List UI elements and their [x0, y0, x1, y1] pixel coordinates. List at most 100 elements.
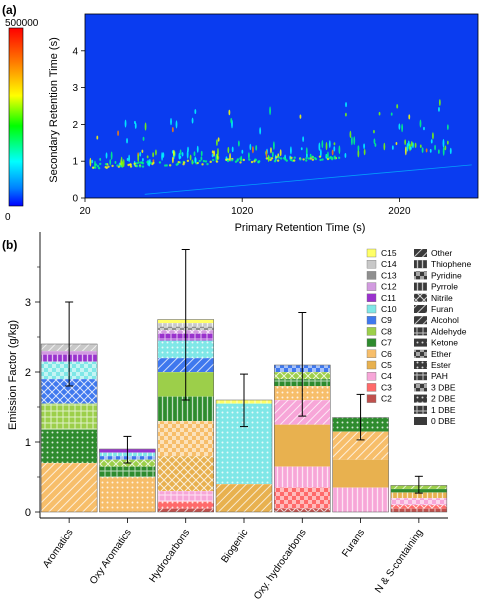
heatmap-peak	[408, 114, 411, 120]
heatmap-peak	[410, 141, 413, 147]
legend-group-swatch	[414, 417, 427, 425]
bar-ylabel: Emission Factor (g/kg)	[7, 320, 19, 430]
heatmap-peak	[168, 164, 172, 167]
legend-carbon-label: C10	[381, 304, 397, 314]
heatmap-peak	[126, 157, 129, 162]
bar-segment-pattern	[274, 508, 331, 512]
legend-carbon-swatch	[366, 394, 377, 403]
heatmap-peak	[419, 119, 422, 128]
heatmap-peak	[133, 162, 136, 165]
heatmap-peak	[407, 140, 410, 147]
heatmap-x-axis: 20 1020 2020	[79, 198, 411, 217]
heatmap-xtick-label: 20	[79, 206, 91, 217]
heatmap-peak	[129, 165, 133, 168]
heatmap-peak	[194, 109, 197, 115]
heatmap-peak	[325, 154, 328, 157]
bar-segment-pattern	[274, 466, 331, 488]
legend-carbon-swatch	[366, 316, 377, 325]
bar-category-label: Hydrocarbons	[147, 527, 192, 584]
heatmap-peak	[178, 152, 181, 160]
heatmap-peak	[305, 147, 308, 156]
heatmap-peak	[139, 152, 142, 157]
legend-carbon-label: C13	[381, 270, 397, 280]
heatmap-peak	[110, 151, 113, 160]
heatmap-peak	[268, 156, 272, 159]
heatmap-peak	[404, 139, 407, 146]
heatmap-peak	[338, 145, 341, 155]
heatmap-peak	[96, 164, 100, 168]
heatmap-peak	[325, 142, 328, 151]
bar-category-labels: Aromatics Oxy Aromatics Hydrocarbons Biogen…	[41, 518, 425, 600]
heatmap-peak	[226, 159, 230, 163]
bar-segment-pattern	[157, 508, 214, 512]
heatmap-peak	[419, 144, 422, 148]
heatmap-peak	[269, 106, 271, 116]
heatmap-peak	[255, 145, 258, 151]
legend-carbon-swatch	[366, 360, 377, 370]
heatmap-peak	[211, 158, 215, 162]
heatmap-peak	[217, 148, 219, 157]
legend-carbon-label: C12	[381, 282, 397, 292]
heatmap-peak	[446, 124, 449, 131]
legend-carbon-swatch	[366, 271, 377, 280]
heatmap-peak	[253, 160, 256, 163]
heatmap-peak	[127, 163, 130, 167]
legend-carbon-label: C9	[381, 315, 392, 325]
heatmap-peak	[289, 158, 293, 162]
legend-carbon-swatch	[366, 349, 377, 358]
legend-group-pattern	[414, 249, 427, 257]
heatmap-peak	[149, 161, 153, 165]
bar-segment-pattern	[390, 508, 447, 512]
heatmap-peak	[114, 160, 117, 164]
legend-group-pattern	[414, 338, 427, 347]
bar-ytick-label: 0	[25, 507, 31, 519]
bar-category-label: Oxy Aromatics	[88, 527, 134, 586]
bar-segment-pattern	[41, 403, 98, 430]
legend-carbon-swatch	[366, 372, 377, 381]
heatmap-peak	[270, 157, 274, 160]
bar-segment-pattern	[41, 463, 98, 512]
heatmap-peak	[270, 147, 272, 154]
heatmap-peaks	[89, 99, 472, 195]
heatmap-xlabel: Primary Retention Time (s)	[235, 222, 366, 234]
heatmap-peak	[434, 144, 436, 151]
heatmap-peak	[414, 142, 417, 148]
heatmap-peak	[94, 163, 98, 166]
heatmap-peak	[299, 114, 302, 119]
legend-carbon-label: C15	[381, 248, 397, 258]
heatmap-peak	[252, 146, 254, 154]
heatmap-peak	[237, 140, 240, 147]
legend-group-label: Ether	[431, 349, 451, 359]
heatmap-peak	[211, 153, 214, 158]
heatmap-peak	[126, 138, 128, 144]
heatmap-peak	[152, 152, 155, 158]
colorbar-min-label: 0	[5, 212, 11, 223]
heatmap-peak	[279, 149, 282, 157]
heatmap-peak	[231, 146, 234, 153]
heatmap-peak	[398, 123, 401, 130]
legend-carbon-swatch	[366, 338, 377, 347]
heatmap-peak	[230, 159, 234, 162]
heatmap-peak	[196, 145, 199, 153]
heatmap-peak	[401, 123, 404, 133]
heatmap-peak	[306, 153, 308, 159]
legend-group-label: 0 DBE	[431, 416, 456, 426]
legend-carbon-swatch	[366, 260, 377, 269]
heatmap-peak	[137, 154, 140, 162]
panel-b-label: (b)	[2, 238, 17, 252]
heatmap-peak	[438, 99, 441, 106]
heatmap-peak	[437, 149, 440, 154]
heatmap-peak	[213, 150, 216, 157]
bar-segment-pattern	[390, 505, 447, 509]
heatmap-peak	[396, 104, 399, 109]
heatmap-peak	[333, 146, 336, 152]
heatmap-peak	[204, 160, 208, 163]
heatmap-peak	[318, 142, 321, 151]
heatmap-peak	[135, 164, 139, 168]
bar-segment-pattern	[157, 491, 214, 502]
legend-group-pattern	[414, 394, 427, 403]
legend-group-pattern	[414, 260, 427, 269]
heatmap-peak	[120, 156, 123, 166]
heatmap-peak	[406, 143, 409, 152]
heatmap-peak	[158, 161, 162, 164]
